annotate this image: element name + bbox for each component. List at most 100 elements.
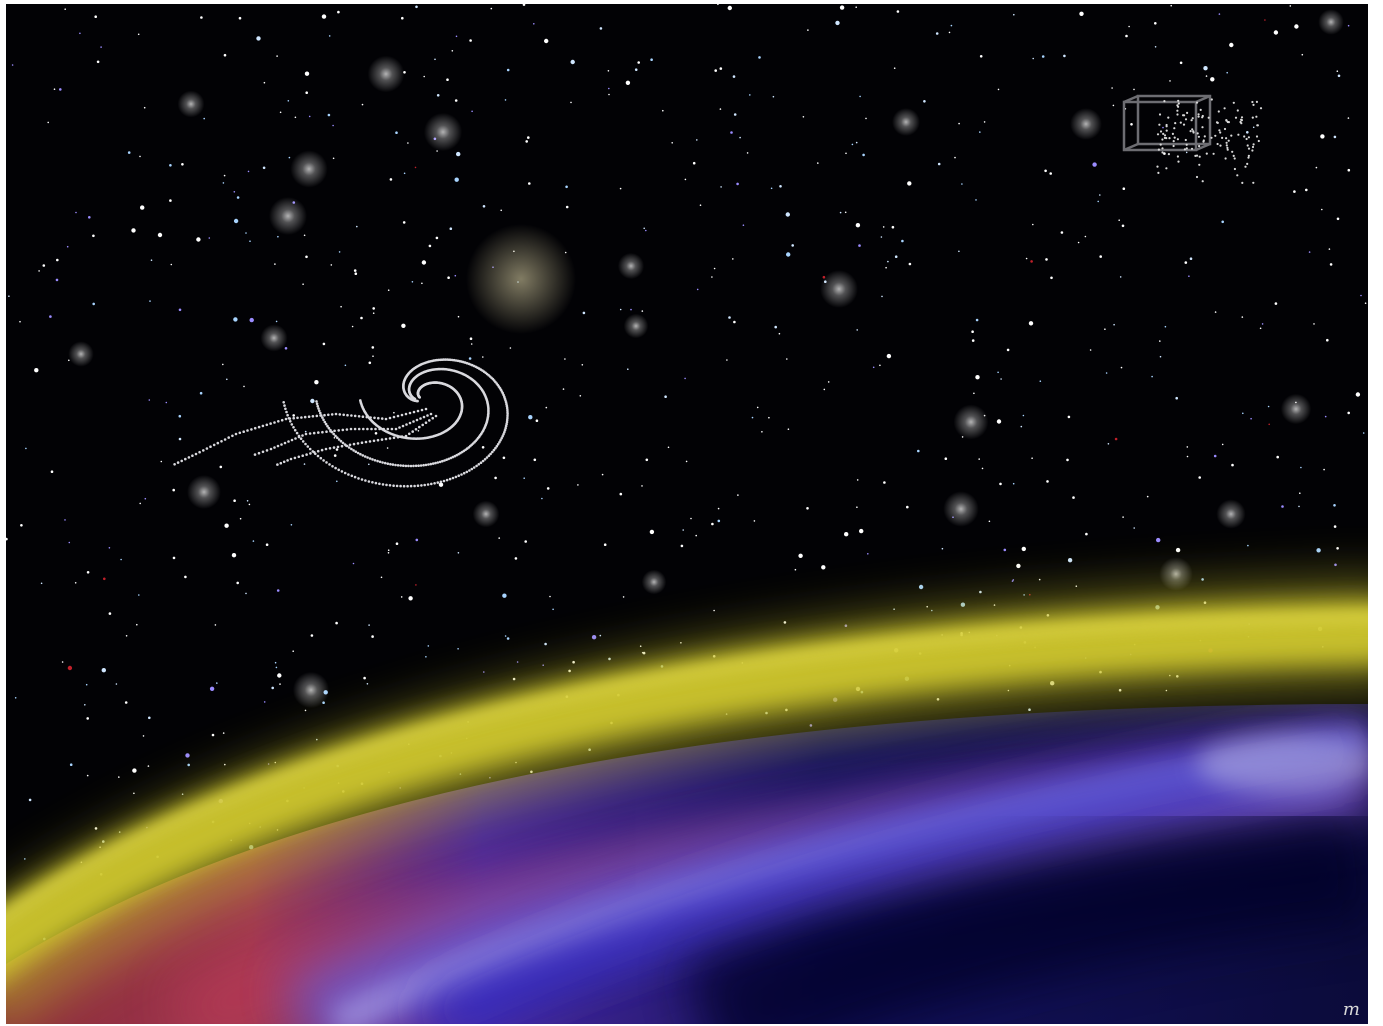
star: [855, 141, 858, 144]
spiral-dot: [415, 418, 419, 422]
star: [482, 356, 484, 358]
star: [625, 80, 631, 86]
spiral-dot: [506, 408, 509, 412]
star: [1324, 415, 1327, 418]
cluster-star: [1174, 122, 1177, 125]
spiral-dot: [300, 416, 303, 419]
star: [570, 101, 572, 104]
spiral-dot: [429, 412, 433, 416]
spiral-dot: [290, 438, 294, 442]
glowing-star: [943, 491, 979, 527]
cluster-star: [1191, 117, 1194, 120]
star: [1032, 223, 1034, 226]
spiral-dot: [360, 441, 364, 445]
cluster-star: [1251, 116, 1254, 119]
star: [125, 635, 128, 637]
star: [360, 316, 363, 320]
star: [200, 16, 203, 19]
star: [684, 377, 686, 380]
star: [1122, 187, 1126, 190]
spiral-dot: [320, 448, 324, 452]
star: [768, 416, 770, 419]
star: [1128, 25, 1130, 28]
spiral-dot: [421, 423, 425, 427]
spiral-dot: [424, 463, 428, 467]
star: [1294, 24, 1299, 29]
star: [886, 353, 892, 359]
cluster-star: [1255, 135, 1259, 138]
star: [1347, 411, 1350, 415]
glowing-star: [268, 196, 308, 236]
star: [42, 264, 46, 267]
star: [139, 155, 141, 158]
star: [552, 608, 554, 611]
star: [1323, 468, 1325, 471]
star: [881, 295, 883, 298]
star: [855, 223, 861, 228]
star: [256, 36, 261, 41]
star: [883, 481, 886, 484]
star: [1020, 425, 1023, 428]
spiral-dot: [408, 421, 412, 425]
glowing-star: [641, 569, 667, 595]
star: [713, 267, 716, 270]
star: [1320, 134, 1325, 139]
spiral-dot: [354, 450, 358, 454]
star: [1298, 505, 1300, 508]
star: [859, 528, 864, 534]
star: [333, 454, 337, 457]
star: [184, 575, 187, 579]
star: [1300, 466, 1302, 469]
spiral-dot: [406, 484, 409, 488]
star: [47, 121, 49, 124]
star: [494, 476, 497, 480]
spiral-dot: [340, 444, 344, 448]
star: [133, 792, 135, 795]
spiral-dot: [308, 432, 312, 435]
spiral-dot: [333, 429, 336, 433]
star: [238, 16, 242, 20]
spiral-dot: [338, 413, 342, 416]
star: [732, 75, 736, 78]
star: [96, 60, 100, 64]
star: [252, 540, 255, 542]
cluster-star: [1198, 163, 1201, 166]
spiral-dot: [444, 358, 447, 361]
cluster-star: [1251, 145, 1255, 149]
star: [1203, 66, 1208, 71]
star: [68, 541, 71, 544]
cluster-star: [1246, 162, 1249, 165]
star: [862, 153, 865, 157]
spiral-dot: [297, 455, 301, 459]
star: [118, 776, 120, 778]
star: [131, 228, 136, 233]
star: [772, 95, 775, 98]
spiral-dot: [304, 442, 307, 446]
cluster-star: [1251, 100, 1254, 104]
spiral-dot: [304, 432, 308, 436]
spiral-dot: [316, 454, 320, 458]
cluster-star: [1252, 143, 1255, 146]
cluster-star: [1203, 135, 1206, 138]
star: [387, 552, 390, 554]
star: [1163, 152, 1166, 155]
cluster-star: [1201, 180, 1204, 183]
cluster-star: [1224, 157, 1227, 160]
star: [275, 666, 278, 669]
star: [546, 487, 550, 490]
star: [314, 380, 319, 385]
star: [579, 395, 582, 397]
cluster-star: [1171, 132, 1174, 135]
spiral-dot: [431, 462, 435, 465]
star: [1186, 455, 1189, 458]
spiral-dot: [378, 460, 382, 464]
spiral-dot: [329, 430, 332, 433]
star: [310, 634, 314, 637]
star: [101, 668, 107, 673]
glowing-stars: [68, 9, 1344, 709]
star: [730, 131, 733, 134]
cluster-star: [1156, 133, 1160, 136]
star: [1105, 372, 1108, 374]
star: [25, 447, 27, 450]
star: [844, 211, 847, 214]
